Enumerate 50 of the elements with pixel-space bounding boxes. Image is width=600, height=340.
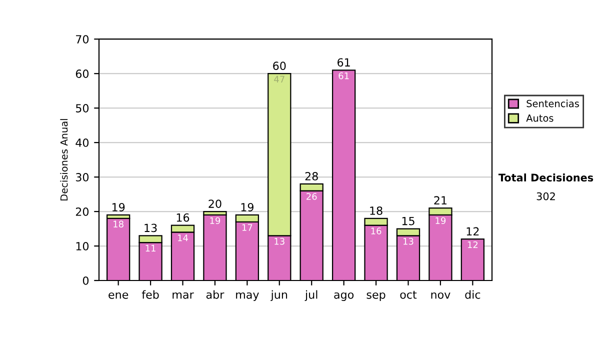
data-label: 12 bbox=[468, 241, 478, 248]
y-tick-label: 50 bbox=[76, 104, 89, 112]
total-label: 60 bbox=[273, 62, 286, 70]
x-tick-label: jul bbox=[304, 290, 318, 301]
y-tick-label: 0 bbox=[82, 276, 89, 285]
x-tick-label: abr bbox=[206, 290, 224, 299]
total-label: 20 bbox=[208, 200, 222, 208]
data-label: 19 bbox=[210, 217, 220, 224]
data-label: 26 bbox=[306, 193, 317, 200]
y-tick-label: 70 bbox=[76, 35, 89, 44]
data-label: 17 bbox=[242, 224, 252, 231]
total-label: 15 bbox=[402, 216, 414, 226]
y-tick-label: 40 bbox=[76, 138, 89, 147]
x-tick-label: jun bbox=[270, 290, 288, 301]
data-label: 61 bbox=[338, 72, 349, 80]
x-tick-label: dic bbox=[465, 290, 480, 299]
x-tick-label: ago bbox=[334, 292, 354, 301]
data-label: 13 bbox=[403, 238, 414, 245]
y-axis-title: Decisiones Anual bbox=[60, 119, 68, 200]
x-tick-label: ene bbox=[108, 292, 128, 299]
data-label: 18 bbox=[114, 220, 124, 228]
text: 302 bbox=[536, 192, 555, 200]
y-tick-label: 30 bbox=[76, 173, 89, 182]
x-tick-label: oct bbox=[400, 290, 417, 299]
data-label: 47 bbox=[274, 76, 284, 83]
data-label: 11 bbox=[146, 244, 156, 252]
x-tick-label: mar bbox=[172, 292, 194, 299]
data-label: 19 bbox=[436, 217, 446, 224]
x-tick-label: feb bbox=[142, 290, 159, 299]
x-tick-label: sep bbox=[366, 292, 386, 301]
total-label: 16 bbox=[176, 213, 190, 222]
x-tick-label: nov bbox=[431, 292, 450, 299]
total-label: 12 bbox=[466, 227, 479, 236]
y-tick-label: 10 bbox=[76, 242, 89, 250]
total-label: 18 bbox=[370, 206, 382, 215]
total-label: 61 bbox=[338, 58, 350, 67]
data-label: 14 bbox=[178, 234, 188, 242]
x-tick-label: may bbox=[236, 292, 259, 301]
legend-label: Sentencias bbox=[526, 100, 579, 108]
total-label: 19 bbox=[112, 203, 125, 212]
y-tick-label: 20 bbox=[76, 208, 89, 216]
text: Total Decisiones bbox=[498, 173, 594, 182]
total-label: 13 bbox=[144, 224, 157, 232]
total-label: 21 bbox=[434, 196, 446, 204]
data-label: 13 bbox=[274, 238, 284, 245]
total-label: 28 bbox=[305, 172, 318, 180]
y-tick-label: 60 bbox=[76, 70, 89, 78]
legend-label: Autos bbox=[526, 114, 554, 122]
total-label: 19 bbox=[241, 203, 254, 212]
data-label: 16 bbox=[371, 228, 382, 234]
